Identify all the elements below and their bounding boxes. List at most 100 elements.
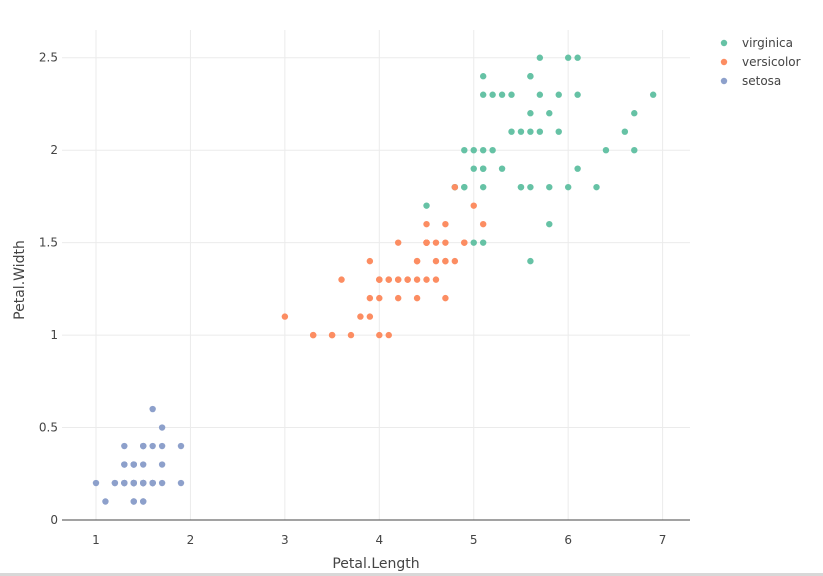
data-point-virginica bbox=[631, 146, 638, 154]
data-point-versicolor bbox=[451, 257, 459, 265]
legend-label-virginica: virginica bbox=[742, 36, 793, 50]
data-point-versicolor bbox=[357, 313, 364, 320]
data-point-virginica bbox=[508, 91, 515, 98]
data-point-virginica bbox=[527, 110, 534, 117]
data-point-virginica bbox=[489, 146, 496, 154]
x-axis-label: Petal.Length bbox=[332, 556, 419, 572]
data-point-versicolor bbox=[413, 276, 421, 283]
data-point-virginica bbox=[470, 239, 477, 246]
x-tick-label: 2 bbox=[187, 533, 195, 547]
y-axis-label: Petal.Width bbox=[12, 240, 28, 320]
data-point-versicolor bbox=[366, 257, 374, 265]
data-point-virginica bbox=[536, 91, 544, 98]
data-point-virginica bbox=[479, 73, 487, 80]
data-point-virginica bbox=[564, 183, 572, 191]
data-points bbox=[92, 54, 657, 505]
data-point-virginica bbox=[593, 183, 600, 191]
data-point-virginica bbox=[527, 128, 534, 135]
data-point-setosa bbox=[102, 498, 109, 505]
legend-marker-virginica bbox=[720, 39, 728, 47]
data-point-setosa bbox=[149, 442, 156, 450]
data-point-virginica bbox=[527, 73, 534, 80]
data-point-versicolor bbox=[479, 220, 487, 228]
data-point-versicolor bbox=[281, 313, 289, 320]
data-point-virginica bbox=[574, 91, 581, 98]
legend-label-versicolor: versicolor bbox=[742, 55, 801, 69]
legend-label-setosa: setosa bbox=[742, 74, 781, 88]
data-point-virginica bbox=[470, 165, 477, 172]
data-point-virginica bbox=[536, 54, 544, 61]
bottom-divider bbox=[0, 573, 823, 576]
data-point-virginica bbox=[621, 128, 629, 135]
data-point-virginica bbox=[564, 54, 572, 61]
data-point-versicolor bbox=[328, 331, 336, 339]
data-point-virginica bbox=[546, 220, 553, 228]
data-point-setosa bbox=[140, 479, 147, 487]
data-point-versicolor bbox=[366, 294, 374, 302]
data-point-setosa bbox=[130, 498, 137, 505]
data-point-virginica bbox=[527, 183, 534, 191]
data-point-setosa bbox=[140, 461, 147, 468]
data-point-virginica bbox=[546, 183, 553, 191]
data-point-versicolor bbox=[376, 331, 383, 339]
x-tick-label: 1 bbox=[92, 533, 100, 547]
data-point-versicolor bbox=[394, 239, 402, 246]
x-tick-label: 6 bbox=[564, 533, 572, 547]
data-point-virginica bbox=[602, 146, 610, 154]
data-point-virginica bbox=[461, 183, 468, 191]
y-tick-label: 1.5 bbox=[39, 236, 58, 250]
data-point-virginica bbox=[555, 91, 562, 98]
data-point-versicolor bbox=[338, 276, 345, 283]
data-point-versicolor bbox=[442, 239, 449, 246]
data-point-virginica bbox=[498, 165, 506, 172]
data-point-setosa bbox=[149, 479, 156, 487]
data-point-virginica bbox=[479, 183, 487, 191]
grid-lines bbox=[62, 30, 690, 521]
data-point-setosa bbox=[130, 479, 137, 487]
data-point-versicolor bbox=[385, 331, 392, 339]
data-point-setosa bbox=[121, 442, 128, 450]
data-point-setosa bbox=[158, 442, 166, 450]
data-point-setosa bbox=[130, 461, 137, 468]
data-point-versicolor bbox=[451, 183, 459, 191]
data-point-versicolor bbox=[470, 202, 477, 209]
data-point-setosa bbox=[121, 461, 128, 468]
data-point-virginica bbox=[479, 91, 487, 98]
y-tick-label: 2.5 bbox=[39, 51, 58, 65]
data-point-setosa bbox=[111, 479, 119, 487]
data-point-virginica bbox=[536, 128, 544, 135]
data-point-virginica bbox=[470, 146, 477, 154]
data-point-versicolor bbox=[366, 313, 374, 320]
y-tick-label: 0.5 bbox=[39, 421, 58, 435]
data-point-versicolor bbox=[413, 257, 421, 265]
data-point-versicolor bbox=[376, 294, 383, 302]
data-point-versicolor bbox=[423, 220, 430, 228]
data-point-versicolor bbox=[442, 220, 449, 228]
data-point-versicolor bbox=[442, 294, 449, 302]
data-point-virginica bbox=[649, 91, 657, 98]
data-point-setosa bbox=[158, 461, 166, 468]
data-point-virginica bbox=[479, 239, 487, 246]
x-tick-label: 4 bbox=[375, 533, 383, 547]
data-point-virginica bbox=[423, 202, 430, 209]
data-point-versicolor bbox=[347, 331, 355, 339]
data-point-versicolor bbox=[394, 276, 402, 283]
legend: virginica versicolor setosa bbox=[720, 36, 801, 88]
x-tick-label: 7 bbox=[659, 533, 667, 547]
data-point-versicolor bbox=[404, 276, 411, 283]
data-point-versicolor bbox=[461, 239, 468, 246]
data-point-virginica bbox=[574, 165, 581, 172]
data-point-virginica bbox=[546, 110, 553, 117]
data-point-virginica bbox=[508, 128, 515, 135]
data-point-virginica bbox=[498, 91, 506, 98]
data-point-versicolor bbox=[432, 257, 440, 265]
data-point-virginica bbox=[517, 128, 525, 135]
x-tick-label: 3 bbox=[281, 533, 289, 547]
data-point-versicolor bbox=[423, 239, 430, 246]
data-point-virginica bbox=[574, 54, 581, 61]
y-tick-label: 1 bbox=[50, 328, 58, 342]
data-point-setosa bbox=[149, 405, 156, 413]
data-point-virginica bbox=[489, 91, 496, 98]
data-point-virginica bbox=[479, 165, 487, 172]
